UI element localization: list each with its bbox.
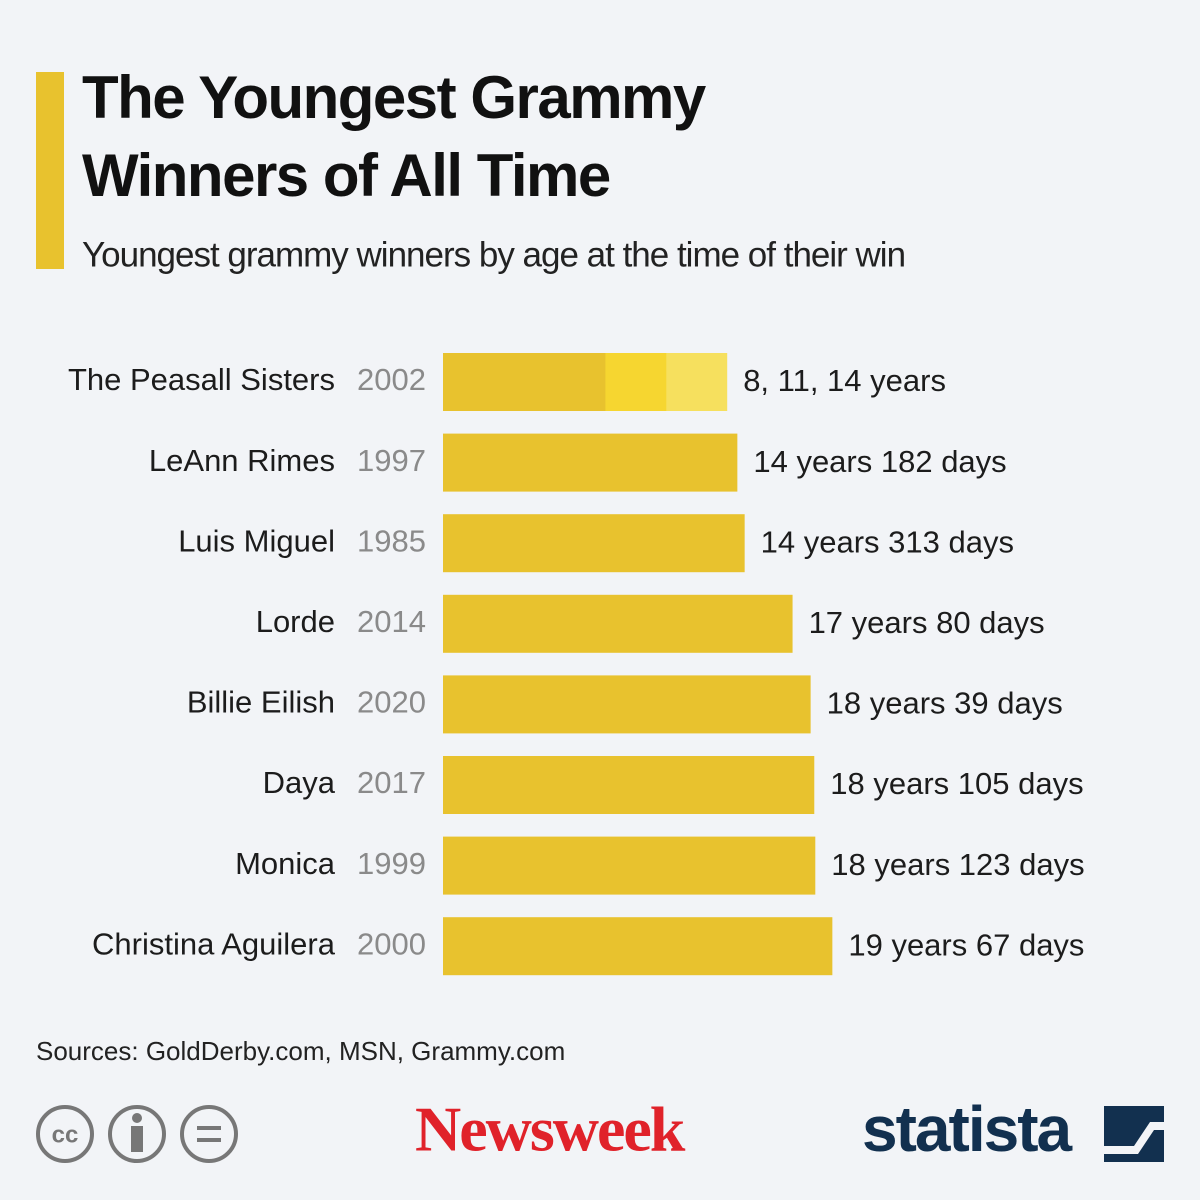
year-label: 2014	[357, 604, 426, 639]
value-label: 14 years 313 days	[761, 524, 1014, 559]
statista-logo: statista	[862, 1093, 1073, 1165]
by-icon	[108, 1105, 166, 1163]
category-label: Luis Miguel	[178, 523, 335, 558]
bar	[443, 756, 815, 814]
bar	[443, 433, 738, 492]
chart-title: Winners of All Time	[82, 142, 610, 209]
category-label: Monica	[235, 846, 336, 881]
by-head	[132, 1113, 142, 1123]
bar	[443, 917, 833, 976]
chart-title: The Youngest Grammy	[82, 64, 707, 131]
year-label: 2000	[357, 926, 426, 961]
year-label: 2002	[357, 362, 426, 397]
year-label: 1997	[357, 443, 426, 478]
category-label: Billie Eilish	[187, 685, 335, 720]
chart-subtitle: Youngest grammy winners by age at the ti…	[82, 235, 905, 274]
value-label: 18 years 105 days	[830, 766, 1083, 801]
year-label: 2017	[357, 765, 426, 800]
source: Sources: GoldDerby.com, MSN, Grammy.com	[36, 1036, 565, 1066]
by-body	[131, 1126, 143, 1152]
year-label: 1985	[357, 523, 426, 558]
bar	[443, 675, 811, 734]
category-label: Daya	[263, 765, 336, 800]
value-label: 17 years 80 days	[809, 605, 1045, 640]
license-icons: cc	[36, 1105, 238, 1163]
category-label: Christina Aguilera	[92, 926, 336, 961]
value-label: 8, 11, 14 years	[743, 363, 946, 398]
bar	[443, 594, 793, 653]
cc-text: cc	[52, 1121, 79, 1148]
bar-segment	[443, 353, 606, 411]
cc-icon	[36, 1105, 94, 1163]
category-label: The Peasall Sisters	[68, 362, 335, 397]
bar	[443, 514, 745, 573]
statista-swoosh	[1104, 1122, 1164, 1154]
newsweek-logo: Newsweek	[415, 1094, 686, 1165]
year-label: 1999	[357, 846, 426, 881]
year-label: 2020	[357, 685, 426, 720]
category-label: LeAnn Rimes	[149, 443, 335, 478]
title-accent	[36, 72, 64, 269]
value-label: 18 years 123 days	[831, 847, 1084, 882]
bar	[443, 836, 816, 895]
nd-icon	[180, 1105, 238, 1163]
value-label: 19 years 67 days	[848, 927, 1084, 962]
category-label: Lorde	[256, 604, 335, 639]
value-label: 14 years 182 days	[753, 444, 1006, 479]
value-label: 18 years 39 days	[827, 686, 1063, 721]
statista-mark	[1104, 1106, 1164, 1162]
